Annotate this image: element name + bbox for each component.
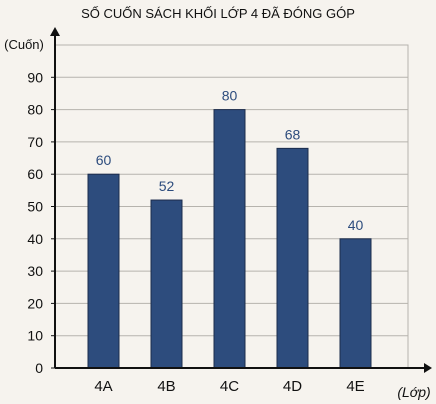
bar <box>339 238 372 369</box>
axis-layer <box>50 27 432 373</box>
y-tick-label: 90 <box>27 69 43 85</box>
data-label: 60 <box>96 152 112 168</box>
y-tick-label: 70 <box>27 134 43 150</box>
x-axis-arrow <box>424 363 432 373</box>
y-tick-layer: 0 10 20 30 40 50 60 70 80 90 <box>27 69 55 376</box>
data-label: 40 <box>348 217 364 233</box>
y-tick-label: 20 <box>27 295 43 311</box>
y-tick-label: 0 <box>35 360 43 376</box>
bar-layer <box>87 109 372 369</box>
bar <box>87 173 120 369</box>
data-label: 68 <box>285 126 301 142</box>
y-tick-label: 50 <box>27 199 43 215</box>
bar <box>150 199 183 369</box>
data-label: 52 <box>159 178 175 194</box>
bar <box>213 109 246 369</box>
x-tick-label: 4C <box>220 378 239 395</box>
y-axis-label: (Cuốn) <box>4 37 44 52</box>
y-tick-label: 80 <box>27 102 43 118</box>
x-axis-label: (Lớp) <box>397 384 430 400</box>
y-tick-label: 60 <box>27 166 43 182</box>
x-tick-label: 4B <box>157 378 175 395</box>
y-axis-arrow <box>50 27 60 36</box>
y-tick-label: 40 <box>27 231 43 247</box>
x-tick-label: 4D <box>283 378 302 395</box>
chart-title: SỐ CUỐN SÁCH KHỐI LỚP 4 ĐÃ ĐÓNG GÓP <box>81 6 355 21</box>
data-label-layer: 60 4A 52 4B 80 4C 68 4D 40 4E <box>94 88 364 395</box>
bar <box>276 147 309 369</box>
data-label: 80 <box>222 88 238 104</box>
y-tick-label: 30 <box>27 263 43 279</box>
y-tick-label: 10 <box>27 328 43 344</box>
x-tick-label: 4E <box>346 378 364 395</box>
x-tick-label: 4A <box>94 378 112 395</box>
